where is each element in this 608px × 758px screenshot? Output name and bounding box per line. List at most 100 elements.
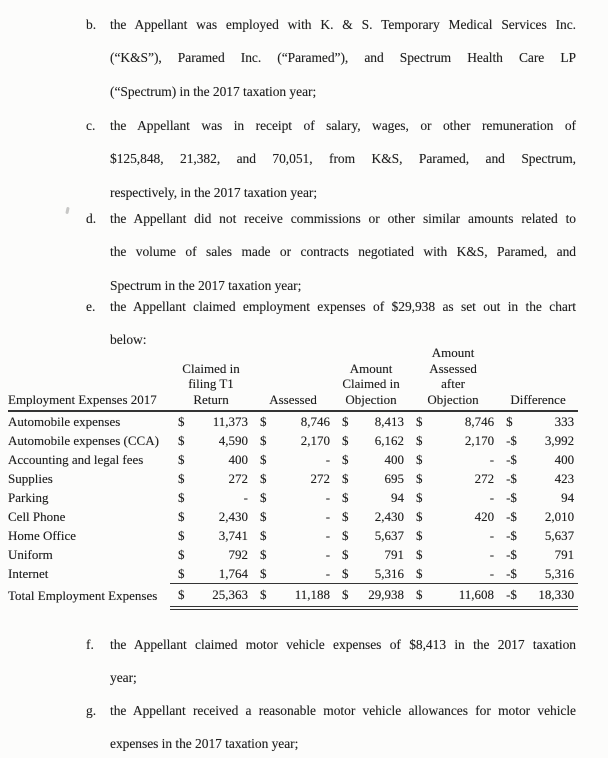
amount-value: - [489, 546, 495, 562]
amount-value: 791 [554, 546, 575, 562]
expense-label: Automobile expenses [8, 413, 121, 429]
amount-value: 4,590 [218, 432, 249, 448]
currency-sign: $ [260, 470, 267, 486]
amount-value: 272 [310, 470, 331, 486]
clause-line: the Appellant received a reasonable moto… [110, 703, 576, 718]
clause-letter: e. [86, 299, 96, 314]
currency-sign: $ [334, 583, 357, 610]
currency-sign: $ [260, 451, 267, 467]
table-row: Cell Phone $ 2,430 $ - $ 2,430 $ 420 -$ … [8, 507, 578, 526]
table-header-row: Employment Expenses 2017 Claimed in fili… [8, 345, 579, 412]
scan-artifact [65, 206, 70, 215]
amount-value: 2,010 [544, 508, 575, 524]
currency-sign: $ [170, 564, 190, 584]
amount-value: 94 [561, 489, 575, 505]
employment-expenses-table: Employment Expenses 2017 Claimed in fili… [8, 345, 579, 610]
clause-f: f. the Appellant claimed motor vehicle e… [86, 628, 576, 695]
clause-line: the Appellant was employed with K. & S. … [110, 17, 576, 32]
currency-sign: $ [416, 508, 423, 524]
clause-line: Spectrum in the 2017 taxation year; [110, 277, 302, 293]
clause-d: d. the Appellant did not receive commiss… [86, 202, 576, 302]
currency-sign: $ [260, 546, 267, 562]
expense-label: Parking [8, 489, 49, 505]
amount-value: 8,746 [464, 413, 495, 429]
amount-value: 792 [228, 546, 249, 562]
currency-sign: $ [178, 413, 185, 429]
clause-line: (“Spectrum) in the 2017 taxation year; [110, 83, 317, 99]
currency-sign: -$ [498, 564, 521, 584]
clause-line: the Appellant claimed motor vehicle expe… [110, 637, 576, 652]
clause-line: the Appellant did not receive commission… [110, 211, 576, 226]
currency-sign: $ [170, 583, 190, 610]
col-header-assessed: Assessed [252, 345, 335, 412]
currency-sign: $ [408, 564, 435, 584]
amount-value: 272 [474, 470, 495, 486]
currency-sign: $ [252, 564, 275, 584]
amount-value: 3,741 [218, 527, 249, 543]
amount-value: 420 [474, 508, 495, 524]
clause-line: the Appellant was in receipt of salary, … [110, 118, 576, 133]
expense-label: Total Employment Expenses [8, 587, 158, 603]
amount-value: 272 [228, 470, 249, 486]
currency-sign: $ [342, 527, 349, 543]
amount-value: - [325, 546, 331, 562]
amount-value: 29,938 [356, 583, 409, 610]
table-row: Total Employment Expenses $ 25,363 $ 11,… [8, 583, 579, 610]
currency-sign: -$ [506, 432, 517, 448]
col-header-claimed-objection: Amount Claimed in Objection [334, 345, 409, 412]
table-row: Uniform $ 792 $ - $ 791 $ - -$ 791 [8, 545, 578, 564]
expense-label: Internet [8, 565, 49, 581]
col-header-assessed-after-objection: Amount Assessed after Objection [408, 345, 499, 412]
clause-letter: f. [86, 637, 94, 652]
amount-value: 25,363 [190, 583, 253, 610]
currency-sign: $ [178, 508, 185, 524]
currency-sign: $ [416, 432, 423, 448]
amount-value: 2,170 [464, 432, 495, 448]
currency-sign: $ [178, 470, 185, 486]
currency-sign: -$ [506, 451, 517, 467]
currency-sign: $ [260, 527, 267, 543]
expense-label: Accounting and legal fees [8, 451, 144, 467]
amount-value: - [489, 451, 495, 467]
amount-value: 2,430 [218, 508, 249, 524]
amount-value: - [274, 564, 335, 584]
table-row: Automobile expenses $ 11,373 $ 8,746 $ 8… [8, 411, 578, 431]
amount-value: - [325, 489, 331, 505]
amount-value: 5,316 [356, 564, 409, 584]
expense-label: Supplies [8, 470, 53, 486]
col-header-difference: Difference [498, 345, 579, 412]
clause-line: the Appellant claimed employment expense… [110, 299, 576, 314]
amount-value: 400 [554, 451, 575, 467]
amount-value: 3,992 [544, 432, 575, 448]
amount-value: - [489, 527, 495, 543]
table-row: Automobile expenses (CCA) $ 4,590 $ 2,17… [8, 431, 578, 450]
table-row: Home Office $ 3,741 $ - $ 5,637 $ - -$ 5… [8, 526, 578, 545]
currency-sign: $ [416, 489, 423, 505]
amount-value: - [489, 489, 495, 505]
table-row: Accounting and legal fees $ 400 $ - $ 40… [8, 450, 578, 469]
clause-line: $125,848, 21,382, and 70,051, from K&S, … [110, 151, 576, 167]
amount-value: 11,373 [212, 413, 249, 429]
currency-sign: $ [260, 508, 267, 524]
amount-value: 8,413 [374, 413, 405, 429]
clause-letter: c. [86, 118, 96, 133]
amount-value: - [325, 527, 331, 543]
col-header-claimed-t1: Claimed in filing T1 Return [170, 345, 253, 412]
expense-label: Home Office [8, 527, 76, 543]
table-row: Parking $ - $ - $ 94 $ - -$ 94 [8, 488, 578, 507]
currency-sign: $ [260, 432, 267, 448]
amount-value: 5,637 [374, 527, 405, 543]
currency-sign: $ [416, 527, 423, 543]
clause-e: e. the Appellant claimed employment expe… [86, 290, 576, 357]
currency-sign: $ [342, 489, 349, 505]
currency-sign: $ [416, 470, 423, 486]
amount-value: - [243, 489, 249, 505]
currency-sign: $ [178, 432, 185, 448]
currency-sign: $ [342, 451, 349, 467]
currency-sign: -$ [506, 527, 517, 543]
currency-sign: $ [342, 413, 349, 429]
currency-sign: $ [416, 451, 423, 467]
currency-sign: $ [342, 470, 349, 486]
amount-value: 6,162 [374, 432, 405, 448]
currency-sign: $ [342, 432, 349, 448]
